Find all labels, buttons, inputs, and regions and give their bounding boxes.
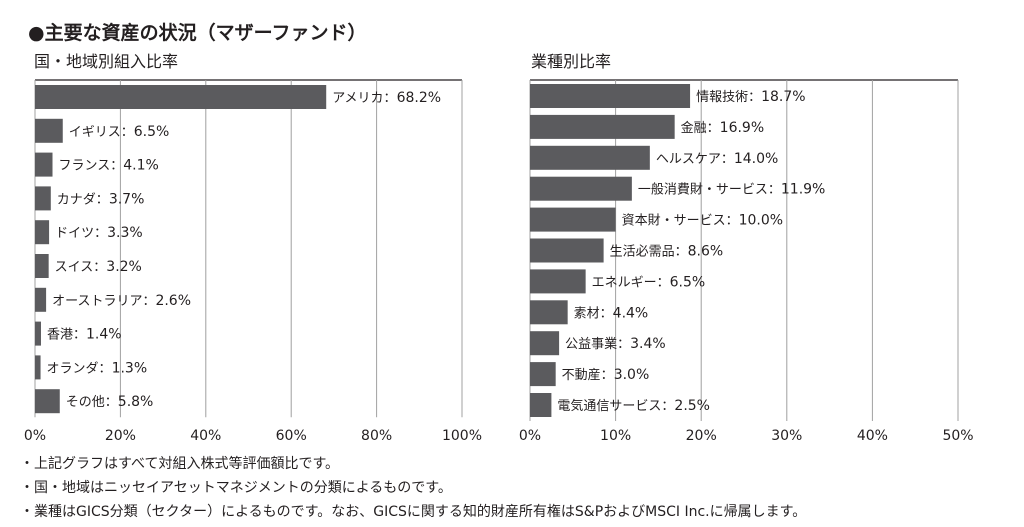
sector-data-label: 金融：16.9%: [681, 120, 765, 136]
country-tick-label: 80%: [361, 428, 392, 444]
sector-bar: [530, 114, 675, 139]
sector-data-label: 電気通信サービス：2.5%: [557, 398, 710, 414]
country-bar: [35, 152, 53, 177]
country-bar: [35, 321, 41, 346]
country-bar: [35, 186, 51, 211]
country-data-label: オーストラリア：2.6%: [52, 293, 191, 309]
country-bar: [35, 118, 63, 143]
charts-canvas: 国・地域別組入比率 0% 20% 40% 60% 80% 100% アメリカ：68.2% イギリ…: [24, 52, 974, 444]
country-bar: [35, 254, 49, 278]
sector-bar: [530, 269, 586, 294]
sector-data-label: ヘルスケア：14.0%: [656, 151, 779, 167]
sector-bar: [530, 84, 691, 108]
sector-bar: [530, 362, 556, 387]
country-data-label: スイス：3.2%: [55, 259, 142, 275]
sector-tick-label: 20%: [686, 428, 717, 444]
country-bar: [35, 355, 41, 380]
sector-data-label: 情報技術：18.7%: [696, 89, 806, 105]
country-bar: [35, 389, 60, 414]
country-data-label: カナダ：3.7%: [57, 191, 145, 207]
country-tick-label: 100%: [442, 428, 482, 444]
sector-tick-label: 40%: [857, 428, 888, 444]
sector-tick-label: 0%: [519, 428, 541, 444]
sector-bar: [530, 393, 552, 417]
sector-bar: [530, 331, 560, 356]
sector-data-label: 一般消費財・サービス：11.9%: [638, 182, 826, 198]
sector-chart-title: 業種別比率: [531, 52, 611, 71]
country-tick-label: 60%: [276, 428, 307, 444]
footnote-3: ・業種はGICS分類（セクター）によるものです。なお、GICSに関する知的財産所…: [20, 504, 807, 520]
sector-data-label: 公益事業：3.4%: [565, 336, 666, 352]
sector-tick-label: 50%: [942, 428, 973, 444]
sector-tick-label: 30%: [771, 428, 802, 444]
sector-bar: [530, 300, 568, 325]
sector-data-label: 素材：4.4%: [574, 305, 649, 321]
country-chart-title: 国・地域別組入比率: [34, 52, 178, 71]
sector-bar: [530, 145, 650, 170]
country-data-label: その他：5.8%: [66, 394, 154, 410]
country-data-label: ドイツ：3.3%: [55, 225, 143, 241]
sector-tick-label: 10%: [600, 428, 631, 444]
sector-data-label: エネルギー：6.5%: [592, 274, 706, 290]
sector-data-label: 生活必需品：8.6%: [610, 244, 724, 260]
sector-bar: [530, 176, 632, 201]
country-tick-label: 40%: [190, 428, 221, 444]
country-data-label: フランス：4.1%: [59, 158, 159, 174]
footnotes: ・上記グラフはすべて対組入株式等評価額比です。 ・国・地域はニッセイアセットマネ…: [20, 452, 806, 524]
sector-data-label: 不動産：3.0%: [562, 367, 650, 383]
country-bar: [35, 287, 47, 312]
country-data-label: オランダ：1.3%: [47, 360, 148, 376]
country-tick-label: 0%: [24, 428, 46, 444]
footnote-1: ・上記グラフはすべて対組入株式等評価額比です。: [20, 456, 340, 472]
country-bar: [35, 220, 50, 245]
country-data-label: イギリス：6.5%: [69, 124, 170, 140]
sector-bar: [530, 238, 604, 263]
section-heading: ●主要な資産の状況（マザーファンド）: [28, 22, 367, 44]
sector-data-label: 資本財・サービス：10.0%: [622, 213, 784, 229]
country-bar: [35, 85, 327, 109]
sector-bar: [530, 207, 616, 232]
footnote-2: ・国・地域はニッセイアセットマネジメントの分類によるものです。: [20, 480, 452, 496]
country-data-label: アメリカ：68.2%: [332, 90, 441, 106]
country-tick-label: 20%: [105, 428, 136, 444]
country-data-label: 香港：1.4%: [47, 327, 122, 343]
